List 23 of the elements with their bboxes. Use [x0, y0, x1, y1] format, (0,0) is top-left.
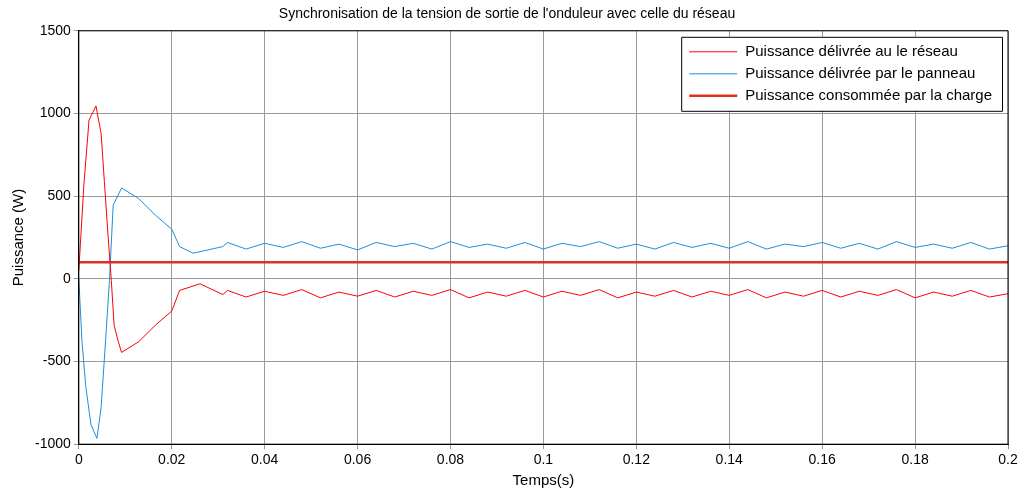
x-tick-label: 0.04: [251, 451, 279, 468]
x-tick-label: 0.16: [808, 451, 836, 468]
y-tick-label: -500: [42, 352, 72, 369]
legend-label: Puissance consommée par la charge: [745, 85, 992, 103]
legend-label: Puissance délivrée par le panneau: [745, 63, 976, 81]
x-tick-label: 0.14: [715, 451, 744, 468]
x-tick-label: 0.12: [622, 451, 651, 468]
y-tick-label: 1000: [39, 104, 72, 121]
x-axis-title: Temps(s): [512, 471, 575, 489]
y-tick-label: -1000: [34, 435, 72, 452]
x-tick-label: 0.1: [533, 451, 554, 468]
x-tick-label: 0.08: [436, 451, 465, 468]
y-tick-label: 0: [63, 269, 72, 286]
x-tick-label: 0.18: [901, 451, 929, 468]
x-tick-label: 0.02: [158, 451, 186, 468]
y-axis-title: Puissance (W): [9, 188, 27, 287]
x-tick-label: 0.06: [343, 451, 372, 468]
x-tick-label: 0.2: [998, 451, 1018, 468]
chart-title: Synchronisation de la tension de sortie de l'onduleur avec celle du réseau: [278, 5, 736, 22]
y-tick-label: 500: [47, 187, 72, 204]
legend-label: Puissance délivrée au le réseau: [745, 41, 958, 59]
x-tick-label: 0: [74, 451, 83, 468]
y-tick-label: 1500: [39, 21, 72, 38]
